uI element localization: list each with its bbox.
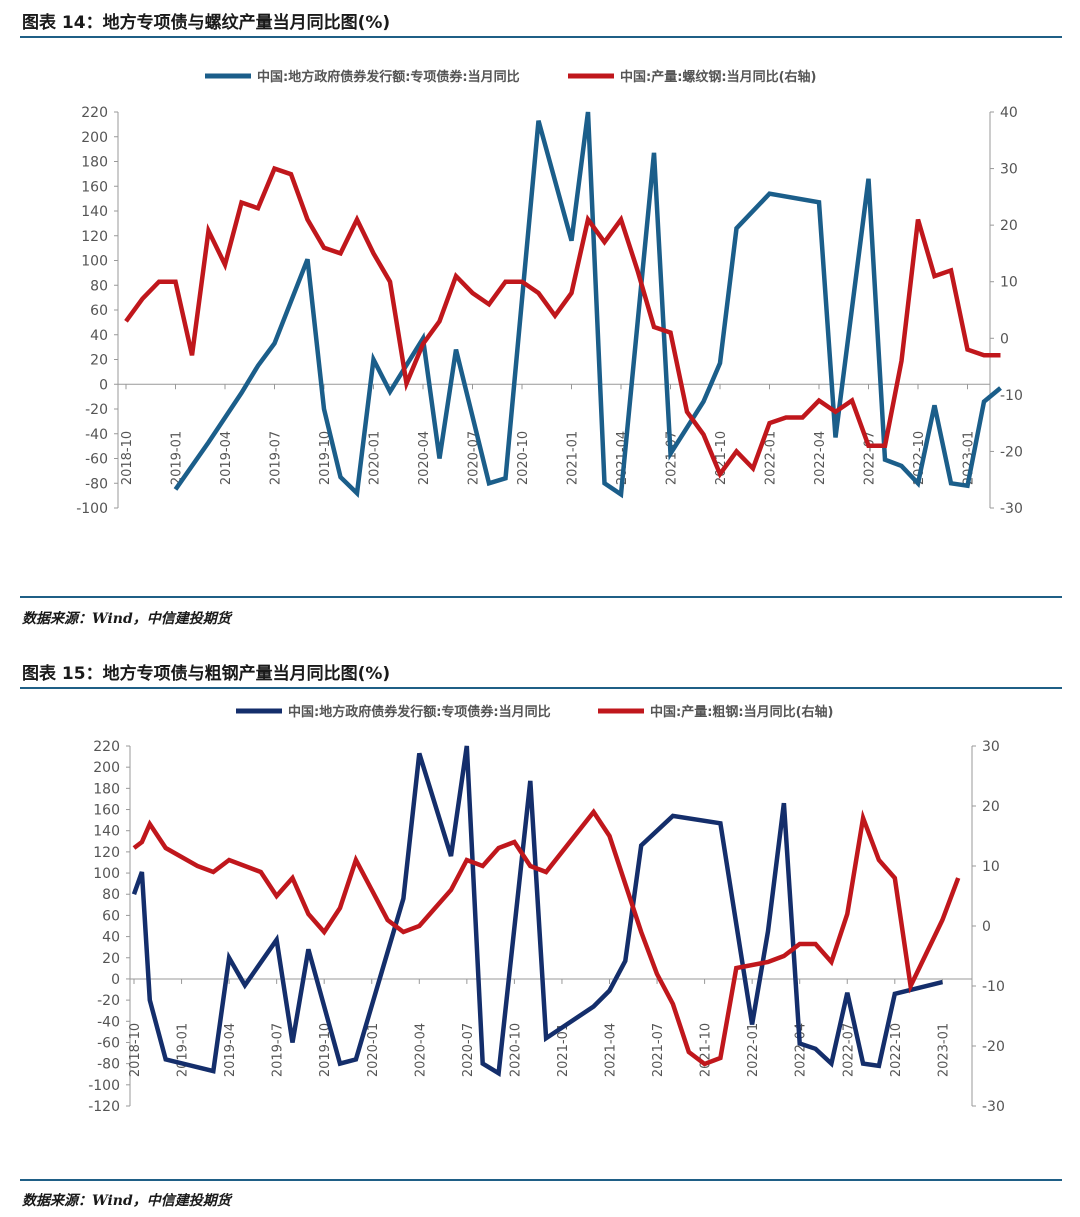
figure-14-top-rule: [20, 36, 1062, 38]
right-axis-tick-label: 30: [1000, 162, 1018, 178]
x-axis-tick-label: 2020-01: [368, 431, 383, 485]
x-axis-tick-label: 2022-07: [841, 1023, 856, 1077]
x-axis-tick-label: 2019-04: [219, 431, 234, 485]
figure-14-bottom-rule: [20, 596, 1062, 598]
x-axis-tick-label: 2018-10: [120, 431, 135, 485]
right-axis-tick-label: 20: [982, 799, 1000, 815]
right-axis-tick-label: 10: [982, 859, 1000, 875]
right-axis-tick-label: 0: [1000, 331, 1009, 347]
left-axis-tick-label: 40: [90, 328, 108, 344]
x-axis-tick-label: 2022-10: [912, 431, 927, 485]
left-axis-tick-label: 160: [93, 803, 120, 819]
x-axis-tick-label: 2019-10: [318, 431, 333, 485]
right-axis-tick-label: 30: [982, 739, 1000, 755]
figure-14-chart: 220200180160140120100806040200-20-40-60-…: [76, 69, 1023, 517]
x-axis-tick-label: 2021-01: [556, 1023, 571, 1077]
left-axis-tick-label: 80: [90, 278, 108, 294]
x-axis-tick-label: 2023-01: [962, 431, 977, 485]
figure-14-source: 数据来源：Wind，中信建投期货: [22, 611, 231, 627]
left-axis-tick-label: 40: [102, 930, 120, 946]
left-axis-tick-label: 0: [111, 972, 120, 988]
x-axis-tick-label: 2019-07: [271, 1023, 286, 1077]
figure-15-source: 数据来源：Wind，中信建投期货: [22, 1193, 231, 1209]
left-axis-tick-label: -20: [85, 402, 108, 418]
legend-label: 中国:地方政府债券发行额:专项债券:当月同比: [257, 69, 520, 85]
right-axis-tick-label: 40: [1000, 105, 1018, 121]
x-axis-tick-label: 2019-07: [269, 431, 284, 485]
x-axis-tick-label: 2019-04: [223, 1023, 238, 1077]
x-axis-tick-label: 2020-01: [366, 1023, 381, 1077]
left-axis-tick-label: 140: [81, 204, 108, 220]
x-axis-tick-label: 2020-04: [413, 1023, 428, 1077]
right-axis-tick-label: -20: [982, 1039, 1005, 1055]
left-axis-tick-label: 100: [93, 866, 120, 882]
series-line-bond: [173, 111, 1002, 499]
right-axis-tick-label: -10: [982, 979, 1005, 995]
left-axis-tick-label: 0: [99, 377, 108, 393]
left-axis-tick-label: 20: [90, 353, 108, 369]
left-axis-tick-label: 20: [102, 951, 120, 967]
right-axis-tick-label: -30: [1000, 501, 1023, 517]
series-line-steel: [124, 165, 1001, 479]
left-axis-tick-label: 200: [81, 130, 108, 146]
left-axis-tick-label: 80: [102, 887, 120, 903]
figure-15-bottom-rule: [20, 1179, 1062, 1181]
left-axis-tick-label: 60: [102, 908, 120, 924]
left-axis-tick-label: -100: [88, 1078, 120, 1094]
x-axis-tick-label: 2021-10: [699, 1023, 714, 1077]
left-axis-tick-label: 180: [93, 781, 120, 797]
right-axis-tick-label: -30: [982, 1099, 1005, 1115]
left-axis-tick-label: 120: [93, 845, 120, 861]
legend-label: 中国:产量:粗钢:当月同比(右轴): [650, 704, 833, 720]
left-axis-tick-label: -120: [88, 1099, 120, 1115]
left-axis-tick-label: -60: [97, 1035, 120, 1051]
x-axis-tick-label: 2021-01: [566, 431, 581, 485]
x-axis-tick-label: 2019-10: [318, 1023, 333, 1077]
x-axis-tick-label: 2022-01: [764, 431, 779, 485]
x-axis-tick-label: 2021-07: [651, 1023, 666, 1077]
x-axis-tick-label: 2022-01: [746, 1023, 761, 1077]
x-axis-tick-label: 2022-10: [889, 1023, 904, 1077]
left-axis-tick-label: -40: [85, 427, 108, 443]
left-axis-tick-label: 200: [93, 760, 120, 776]
left-axis-tick-label: 220: [81, 105, 108, 121]
left-axis-tick-label: -20: [97, 993, 120, 1009]
x-axis-tick-label: 2020-10: [508, 1023, 523, 1077]
x-axis-tick-label: 2018-10: [128, 1023, 143, 1077]
left-axis-tick-label: -100: [76, 501, 108, 517]
right-axis-tick-label: 20: [1000, 218, 1018, 234]
figure-14-title: 图表 14：地方专项债与螺纹产量当月同比图(%): [22, 13, 391, 33]
left-axis-tick-label: 160: [81, 179, 108, 195]
x-axis-tick-label: 2023-01: [936, 1023, 951, 1077]
right-axis-tick-label: -20: [1000, 444, 1023, 460]
x-axis-tick-label: 2022-04: [794, 1023, 809, 1077]
x-axis-tick-label: 2020-04: [417, 431, 432, 485]
right-axis-tick-label: 10: [1000, 275, 1018, 291]
left-axis-tick-label: -80: [97, 1057, 120, 1073]
figure-15-title: 图表 15：地方专项债与粗钢产量当月同比图(%): [22, 664, 391, 684]
left-axis-tick-label: -60: [85, 452, 108, 468]
x-axis-tick-label: 2021-04: [604, 1023, 619, 1077]
x-axis-tick-label: 2020-10: [516, 431, 531, 485]
left-axis-tick-label: 140: [93, 824, 120, 840]
series-line-bond: [131, 745, 943, 1077]
x-axis-tick-label: 2019-01: [170, 431, 185, 485]
legend-label: 中国:产量:螺纹钢:当月同比(右轴): [620, 69, 816, 85]
series-line-steel: [132, 808, 961, 1067]
x-axis-tick-label: 2022-04: [813, 431, 828, 485]
legend-label: 中国:地方政府债券发行额:专项债券:当月同比: [288, 704, 551, 720]
figure-15-top-rule: [20, 687, 1062, 689]
x-axis-tick-label: 2019-01: [176, 1023, 191, 1077]
left-axis-tick-label: 60: [90, 303, 108, 319]
left-axis-tick-label: -40: [97, 1014, 120, 1030]
left-axis-tick-label: 180: [81, 155, 108, 171]
x-axis-tick-label: 2020-07: [461, 1023, 476, 1077]
right-axis-tick-label: 0: [982, 919, 991, 935]
left-axis-tick-label: 120: [81, 229, 108, 245]
left-axis-tick-label: 100: [81, 254, 108, 270]
left-axis-tick-label: -80: [85, 476, 108, 492]
left-axis-tick-label: 220: [93, 739, 120, 755]
right-axis-tick-label: -10: [1000, 388, 1023, 404]
